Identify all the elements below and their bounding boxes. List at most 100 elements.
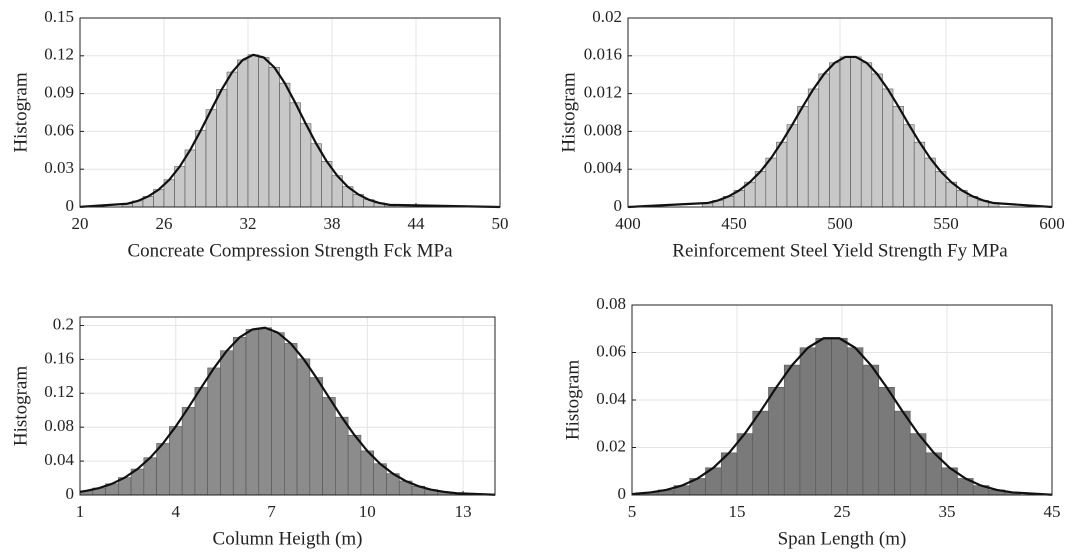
histogram-bar: [245, 329, 260, 496]
x-tick-label: 15: [729, 502, 746, 521]
histogram-bar: [284, 343, 298, 496]
x-tick-label: 400: [615, 214, 641, 233]
histogram-bar: [205, 109, 217, 208]
x-tick-label: 500: [827, 214, 853, 233]
x-tick-label: 45: [1044, 502, 1061, 521]
histogram-bar: [335, 416, 349, 496]
y-axis-label: Histogram: [558, 72, 579, 152]
y-tick-label: 0.016: [584, 45, 622, 64]
y-tick-label: 0.12: [44, 382, 74, 401]
histogram-bar: [268, 66, 280, 208]
y-tick-label: 0.02: [592, 7, 622, 26]
histogram-bar: [783, 364, 801, 496]
axes-box: [79, 17, 501, 208]
histogram-bar: [768, 386, 785, 496]
histogram-bar: [279, 82, 291, 208]
histogram-bar: [271, 332, 285, 496]
histogram-bar: [195, 130, 207, 208]
x-tick-label: 7: [267, 502, 276, 521]
histogram-bar: [871, 73, 883, 208]
y-tick-label: 0.16: [44, 348, 74, 367]
x-tick-label: 50: [492, 214, 509, 233]
histogram-bar: [829, 62, 841, 208]
histogram-bar: [754, 171, 767, 208]
histogram-bar: [935, 171, 947, 208]
density-curve: [627, 55, 1053, 209]
y-tick-label: 0.08: [44, 416, 74, 435]
histogram-bar: [289, 102, 301, 208]
x-axis-label: Reinforcement Steel Yield Strength Fy MP…: [672, 240, 1008, 261]
histogram-bar: [194, 387, 208, 496]
histogram-bar: [752, 410, 769, 496]
histogram-bar: [258, 327, 272, 496]
histogram-bar: [786, 124, 798, 208]
histogram-bar: [878, 386, 895, 496]
histogram-bar: [903, 124, 915, 208]
x-tick-label: 450: [721, 214, 747, 233]
histogram-bar: [892, 106, 904, 208]
y-tick-label: 0.04: [44, 450, 74, 469]
histogram-bar: [220, 350, 234, 496]
y-tick-label: 0.03: [44, 158, 74, 177]
y-tick-label: 0.04: [596, 389, 626, 408]
x-tick-label: 35: [939, 502, 956, 521]
y-tick-label: 0: [66, 484, 75, 503]
density-curve: [79, 53, 501, 209]
histogram-bar: [909, 433, 927, 496]
axes-box: [631, 304, 1053, 496]
histogram-bar: [216, 89, 228, 208]
y-axis-label: Histogram: [562, 360, 583, 440]
histogram-bar: [799, 347, 817, 496]
histogram-bar: [765, 157, 777, 208]
y-tick-label: 0: [618, 484, 627, 503]
x-axis-label: Concreate Compression Strength Fck MPa: [127, 240, 453, 261]
histogram-bar: [831, 337, 848, 496]
y-tick-label: 0: [614, 196, 623, 215]
histogram-bar: [894, 410, 911, 496]
x-tick-label: 32: [240, 214, 257, 233]
y-tick-label: 0.06: [44, 120, 74, 139]
histogram-bar: [309, 377, 323, 496]
x-tick-label: 5: [628, 502, 637, 521]
histogram-bar: [839, 56, 851, 208]
x-axis-label: Column Heigth (m): [213, 528, 363, 549]
axes-box: [79, 316, 496, 496]
y-tick-label: 0.2: [53, 314, 74, 333]
histogram-bar: [156, 443, 170, 496]
histogram-bar: [232, 337, 247, 496]
x-tick-label: 600: [1039, 214, 1065, 233]
histogram-bar: [322, 397, 336, 496]
histogram-bar: [850, 56, 862, 208]
density-curve: [79, 326, 496, 496]
x-tick-label: 25: [834, 502, 851, 521]
histogram-bar: [924, 157, 936, 208]
x-tick-label: 26: [156, 214, 173, 233]
histogram-bar: [776, 141, 788, 208]
x-axis-label: Span Length (m): [778, 528, 907, 549]
histogram-bar: [360, 450, 374, 496]
x-tick-label: 550: [933, 214, 959, 233]
histogram-bar: [846, 347, 864, 496]
histogram-bar: [184, 149, 196, 208]
histogram-bar: [169, 426, 183, 496]
y-tick-label: 0.12: [44, 45, 74, 64]
histogram-bar: [818, 73, 830, 208]
histogram-bar: [207, 367, 221, 496]
histogram-bar: [310, 143, 322, 208]
x-tick-label: 44: [408, 214, 426, 233]
y-tick-label: 0.09: [44, 83, 74, 102]
x-tick-label: 10: [359, 502, 376, 521]
histogram-bar: [181, 407, 196, 496]
x-tick-label: 4: [172, 502, 181, 521]
axes-box: [627, 17, 1053, 208]
histogram-bar: [736, 433, 754, 496]
y-tick-label: 0: [66, 196, 75, 215]
histogram-bar: [913, 141, 926, 208]
histogram-bar: [300, 123, 312, 208]
x-tick-label: 20: [72, 214, 89, 233]
y-axis-label: Histogram: [10, 366, 31, 446]
y-tick-label: 0.02: [596, 436, 626, 455]
x-tick-label: 38: [324, 214, 341, 233]
density-curve: [631, 337, 1053, 496]
